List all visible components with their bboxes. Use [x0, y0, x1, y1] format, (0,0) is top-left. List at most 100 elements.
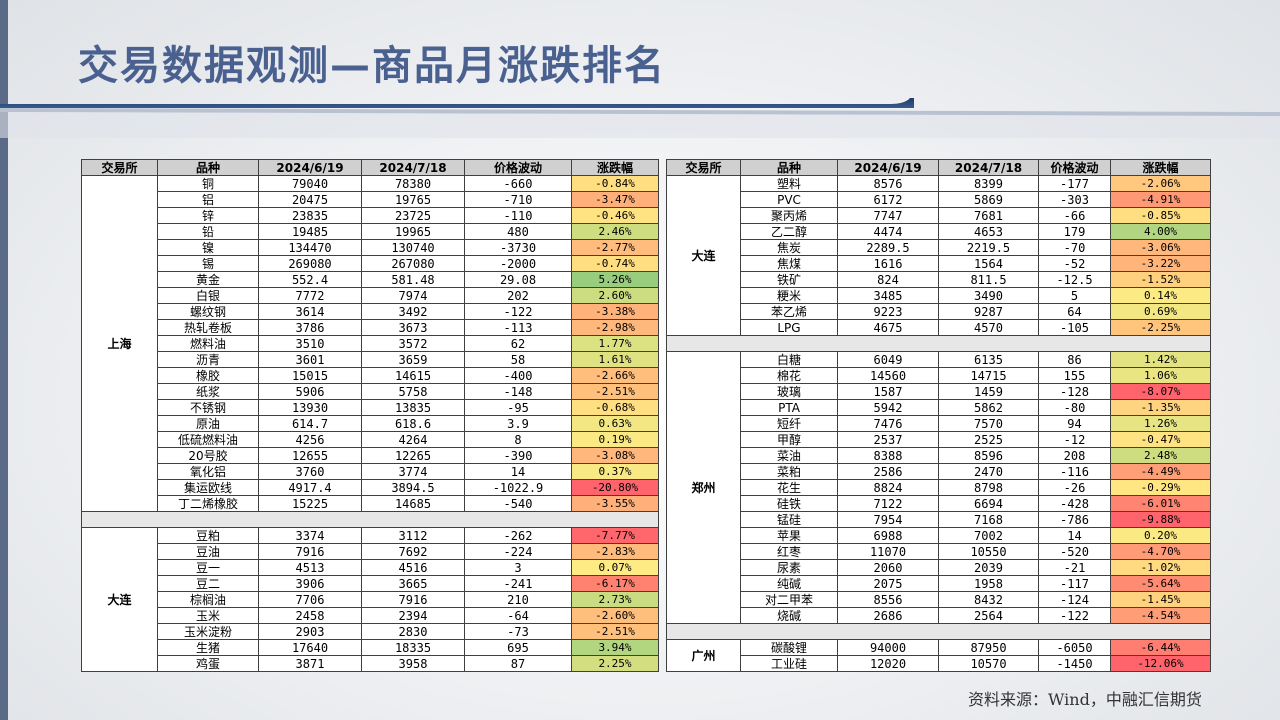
pct-change-cell: -6.44% — [1110, 639, 1211, 656]
end-price-cell: 811.5 — [938, 271, 1039, 288]
variety-cell: 硅铁 — [740, 495, 838, 512]
price-change-cell: -70 — [1038, 239, 1111, 256]
header-date-end: 2024/7/18 — [938, 159, 1039, 176]
pct-change-cell: -3.22% — [1110, 255, 1211, 272]
variety-cell: 菜粕 — [740, 463, 838, 480]
variety-cell: LPG — [740, 319, 838, 336]
start-price-cell: 3485 — [837, 287, 939, 304]
table-row: 尿素 2060 2039 -21 -1.02% — [667, 559, 1211, 576]
end-price-cell: 19965 — [361, 223, 465, 240]
start-price-cell: 824 — [837, 271, 939, 288]
start-price-cell: 1616 — [837, 255, 939, 272]
price-change-cell: -1022.9 — [464, 479, 572, 496]
price-change-cell: 3 — [464, 559, 572, 576]
price-change-cell: 64 — [1038, 303, 1111, 320]
price-change-cell: -303 — [1038, 191, 1111, 208]
price-change-cell: -80 — [1038, 399, 1111, 416]
variety-cell: 锌 — [157, 207, 259, 224]
pct-change-cell: -0.74% — [571, 255, 659, 272]
start-price-cell: 19485 — [258, 223, 362, 240]
header-variety: 品种 — [157, 159, 259, 176]
pct-change-cell: -6.01% — [1110, 495, 1211, 512]
price-change-cell: -110 — [464, 207, 572, 224]
table-row: 豆一 4513 4516 3 0.07% — [82, 559, 659, 576]
table-row: 生猪 17640 18335 695 3.94% — [82, 639, 659, 656]
price-change-cell: -122 — [464, 303, 572, 320]
variety-cell: 工业硅 — [740, 655, 838, 672]
left-commodity-table: 交易所 品种 2024/6/19 2024/7/18 价格波动 涨跌幅 上海铜 7… — [81, 159, 659, 672]
end-price-cell: 7692 — [361, 543, 465, 560]
variety-cell: 生猪 — [157, 639, 259, 656]
end-price-cell: 10550 — [938, 543, 1039, 560]
price-change-cell: 62 — [464, 335, 572, 352]
price-change-cell: 480 — [464, 223, 572, 240]
table-row: 镍 134470 130740 -3730 -2.77% — [82, 239, 659, 256]
variety-cell: 原油 — [157, 415, 259, 432]
variety-cell: 燃料油 — [157, 335, 259, 352]
end-price-cell: 2219.5 — [938, 239, 1039, 256]
table-row: 玉米淀粉 2903 2830 -73 -2.51% — [82, 623, 659, 640]
pct-change-cell: -0.84% — [571, 175, 659, 192]
table-row: 豆二 3906 3665 -241 -6.17% — [82, 575, 659, 592]
variety-cell: 低硫燃料油 — [157, 431, 259, 448]
pct-change-cell: 3.94% — [571, 639, 659, 656]
price-change-cell: 155 — [1038, 367, 1111, 384]
price-change-cell: -64 — [464, 607, 572, 624]
pct-change-cell: 1.77% — [571, 335, 659, 352]
header-variety: 品种 — [740, 159, 838, 176]
table-row: 短纤 7476 7570 94 1.26% — [667, 415, 1211, 432]
pct-change-cell: -8.07% — [1110, 383, 1211, 400]
start-price-cell: 3760 — [258, 463, 362, 480]
price-change-cell: -105 — [1038, 319, 1111, 336]
start-price-cell: 7916 — [258, 543, 362, 560]
pct-change-cell: -7.77% — [571, 527, 659, 544]
price-change-cell: -177 — [1038, 175, 1111, 192]
end-price-cell: 8798 — [938, 479, 1039, 496]
table-row: 棉花 14560 14715 155 1.06% — [667, 367, 1211, 384]
start-price-cell: 3786 — [258, 319, 362, 336]
end-price-cell: 19765 — [361, 191, 465, 208]
variety-cell: 红枣 — [740, 543, 838, 560]
end-price-cell: 8432 — [938, 591, 1039, 608]
start-price-cell: 6172 — [837, 191, 939, 208]
pct-change-cell: -1.02% — [1110, 559, 1211, 576]
price-change-cell: 208 — [1038, 447, 1111, 464]
price-change-cell: 86 — [1038, 351, 1111, 368]
end-price-cell: 8399 — [938, 175, 1039, 192]
pct-change-cell: -4.91% — [1110, 191, 1211, 208]
start-price-cell: 134470 — [258, 239, 362, 256]
table-row: 丁二烯橡胶 15225 14685 -540 -3.55% — [82, 495, 659, 512]
price-change-cell: 5 — [1038, 287, 1111, 304]
table-row: 黄金 552.4 581.48 29.08 5.26% — [82, 271, 659, 288]
table-row: 郑州 白糖 6049 6135 86 1.42% — [666, 351, 1211, 624]
table-header-row: 交易所 品种 2024/6/19 2024/7/18 价格波动 涨跌幅 — [81, 159, 659, 176]
start-price-cell: 7772 — [258, 287, 362, 304]
end-price-cell: 12265 — [361, 447, 465, 464]
start-price-cell: 7476 — [837, 415, 939, 432]
variety-cell: 棕榈油 — [157, 591, 259, 608]
table-row: 原油 614.7 618.6 3.9 0.63% — [82, 415, 659, 432]
price-change-cell: 58 — [464, 351, 572, 368]
pct-change-cell: 0.69% — [1110, 303, 1211, 320]
price-change-cell: -520 — [1038, 543, 1111, 560]
price-change-cell: -148 — [464, 383, 572, 400]
price-change-cell: 87 — [464, 655, 572, 672]
end-price-cell: 18335 — [361, 639, 465, 656]
price-change-cell: 94 — [1038, 415, 1111, 432]
pct-change-cell: 2.73% — [571, 591, 659, 608]
table-row: 铅 19485 19965 480 2.46% — [82, 223, 659, 240]
variety-cell: 粳米 — [740, 287, 838, 304]
price-change-cell: -66 — [1038, 207, 1111, 224]
table-row: 对二甲苯 8556 8432 -124 -1.45% — [667, 591, 1211, 608]
price-change-cell: -262 — [464, 527, 572, 544]
start-price-cell: 17640 — [258, 639, 362, 656]
pct-change-cell: -0.85% — [1110, 207, 1211, 224]
pct-change-cell: -2.98% — [571, 319, 659, 336]
end-price-cell: 5869 — [938, 191, 1039, 208]
start-price-cell: 14560 — [837, 367, 939, 384]
price-change-cell: -122 — [1038, 607, 1111, 624]
table-row: 工业硅 12020 10570 -1450 -12.06% — [667, 655, 1211, 672]
start-price-cell: 8824 — [837, 479, 939, 496]
right-commodity-table: 交易所 品种 2024/6/19 2024/7/18 价格波动 涨跌幅 大连 塑料… — [666, 159, 1211, 672]
end-price-cell: 23725 — [361, 207, 465, 224]
